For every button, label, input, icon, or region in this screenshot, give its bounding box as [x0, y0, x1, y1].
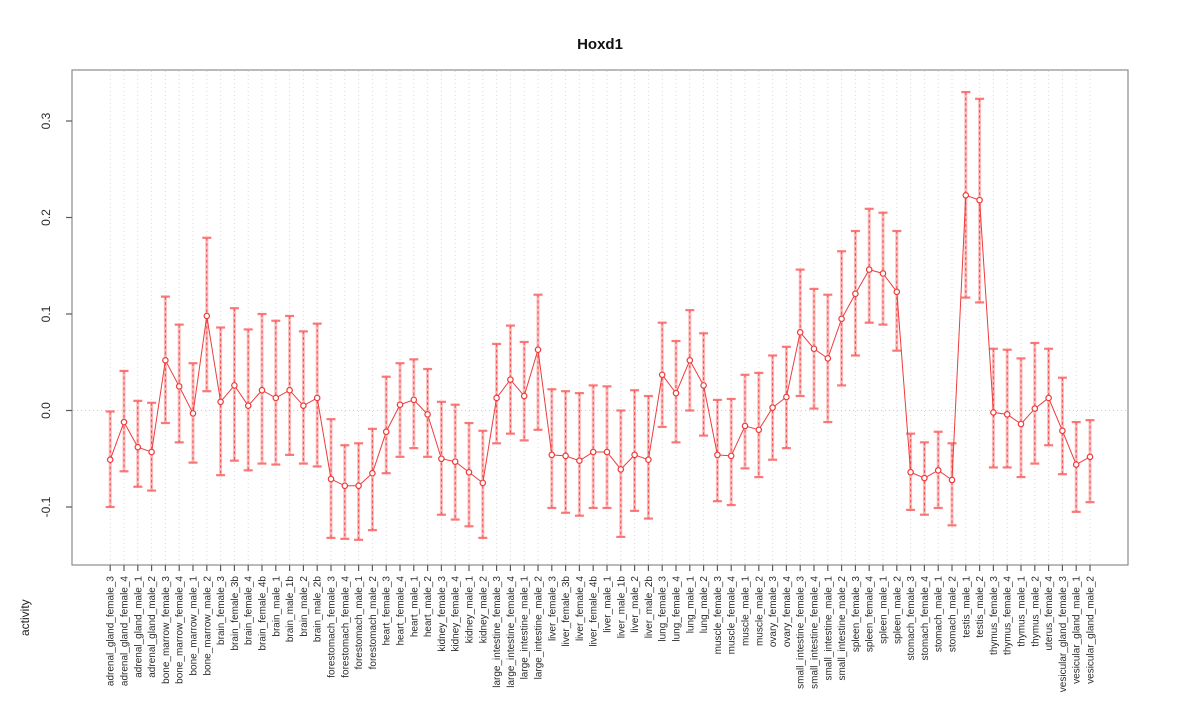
svg-text:liver_male_1b: liver_male_1b [616, 576, 627, 639]
plot-box [71, 69, 1129, 566]
svg-text:kidney_female_3: kidney_female_3 [437, 576, 448, 652]
svg-text:spleen_female_4: spleen_female_4 [865, 576, 876, 653]
vertical-gridlines [109, 71, 1091, 564]
svg-text:large_intestine_male_2: large_intestine_male_2 [534, 576, 545, 680]
svg-text:bone_marrow_female_4: bone_marrow_female_4 [175, 576, 186, 684]
svg-text:brain_female_4b: brain_female_4b [258, 576, 269, 651]
svg-text:stomach_female_4: stomach_female_4 [920, 576, 931, 661]
svg-text:forestomach_female_4: forestomach_female_4 [340, 576, 351, 678]
svg-text:stomach_female_3: stomach_female_3 [906, 576, 917, 661]
svg-text:brain_male_1b: brain_male_1b [285, 576, 296, 643]
svg-text:uterus_female_4: uterus_female_4 [1044, 576, 1055, 651]
data-points [106, 192, 1094, 490]
svg-text:adrenal_gland_female_3: adrenal_gland_female_3 [106, 576, 117, 687]
data-series-line [109, 194, 1091, 487]
x-axis: adrenal_gland_female_3 adrenal_gland_fema… [106, 565, 1097, 692]
error-bars [105, 90, 1095, 541]
svg-text:small_intestine_female_3: small_intestine_female_3 [796, 576, 807, 689]
svg-text:brain_female_3b: brain_female_3b [230, 576, 241, 651]
svg-text:ovary_female_4: ovary_female_4 [782, 576, 793, 648]
svg-text:thymus_female_4: thymus_female_4 [1003, 576, 1014, 655]
svg-text:adrenal_gland_female_4: adrenal_gland_female_4 [120, 576, 131, 687]
svg-text:liver_female_4: liver_female_4 [575, 576, 586, 641]
svg-text:lung_male_2: lung_male_2 [699, 576, 710, 634]
svg-text:kidney_male_2: kidney_male_2 [478, 576, 489, 644]
svg-text:0.1: 0.1 [39, 305, 53, 322]
svg-text:large_intestine_female_3: large_intestine_female_3 [492, 576, 503, 688]
svg-text:heart_female_3: heart_female_3 [382, 576, 393, 646]
svg-text:stomach_male_1: stomach_male_1 [934, 576, 945, 653]
svg-text:forestomach_male_2: forestomach_male_2 [368, 576, 379, 670]
svg-text:liver_female_3: liver_female_3 [547, 576, 558, 641]
svg-text:adrenal_gland_male_1: adrenal_gland_male_1 [133, 576, 144, 678]
svg-text:spleen_male_2: spleen_male_2 [892, 576, 903, 644]
svg-text:lung_female_3: lung_female_3 [658, 576, 669, 642]
svg-text:heart_male_1: heart_male_1 [409, 576, 420, 638]
svg-text:forestomach_male_1: forestomach_male_1 [354, 576, 365, 670]
svg-text:0.3: 0.3 [39, 112, 53, 129]
chart-title: Hoxd1 [577, 36, 623, 53]
svg-text:muscle_female_3: muscle_female_3 [713, 576, 724, 655]
svg-text:testis_male_1: testis_male_1 [961, 576, 972, 638]
svg-text:liver_female_4b: liver_female_4b [589, 576, 600, 647]
svg-text:stomach_male_2: stomach_male_2 [948, 576, 959, 653]
svg-text:small_intestine_male_2: small_intestine_male_2 [837, 576, 848, 681]
svg-text:thymus_male_2: thymus_male_2 [1030, 576, 1041, 647]
svg-text:muscle_male_2: muscle_male_2 [754, 576, 765, 646]
svg-text:kidney_male_1: kidney_male_1 [465, 576, 476, 644]
svg-text:muscle_female_4: muscle_female_4 [727, 576, 738, 655]
svg-text:adrenal_gland_male_2: adrenal_gland_male_2 [147, 576, 158, 678]
svg-text:liver_male_1: liver_male_1 [603, 576, 614, 633]
svg-text:vesicular_gland_male_1: vesicular_gland_male_1 [1072, 576, 1083, 684]
svg-text:large_intestine_male_1: large_intestine_male_1 [520, 576, 531, 680]
svg-text:vesicular_gland_male_2: vesicular_gland_male_2 [1086, 576, 1097, 684]
svg-text:ovary_female_3: ovary_female_3 [768, 576, 779, 648]
svg-text:0.0: 0.0 [39, 402, 53, 419]
svg-text:brain_female_3: brain_female_3 [216, 576, 227, 645]
svg-text:thymus_male_1: thymus_male_1 [1017, 576, 1028, 647]
svg-text:bone_marrow_male_2: bone_marrow_male_2 [202, 576, 213, 676]
svg-text:lung_male_1: lung_male_1 [685, 576, 696, 634]
svg-text:liver_female_3b: liver_female_3b [561, 576, 572, 647]
svg-text:small_intestine_female_4: small_intestine_female_4 [810, 576, 821, 689]
svg-text:large_intestine_female_4: large_intestine_female_4 [506, 576, 517, 688]
svg-text:0.2: 0.2 [39, 209, 53, 226]
svg-text:-0.1: -0.1 [39, 496, 53, 517]
svg-text:kidney_female_4: kidney_female_4 [451, 576, 462, 652]
svg-text:heart_male_2: heart_male_2 [423, 576, 434, 638]
svg-text:brain_male_2: brain_male_2 [299, 576, 310, 637]
svg-text:liver_male_2b: liver_male_2b [644, 576, 655, 639]
svg-text:forestomach_female_3: forestomach_female_3 [327, 576, 338, 678]
svg-text:lung_female_4: lung_female_4 [672, 576, 683, 642]
svg-text:vesicular_gland_female_3: vesicular_gland_female_3 [1058, 576, 1069, 693]
y-axis: -0.1 0.0 0.1 0.2 0.3 [39, 112, 72, 517]
svg-text:brain_female_4: brain_female_4 [244, 576, 255, 645]
svg-text:liver_male_2: liver_male_2 [630, 576, 641, 633]
svg-text:heart_female_4: heart_female_4 [396, 576, 407, 646]
svg-text:muscle_male_1: muscle_male_1 [741, 576, 752, 646]
svg-text:bone_marrow_female_3: bone_marrow_female_3 [161, 576, 172, 684]
svg-text:spleen_male_1: spleen_male_1 [879, 576, 890, 644]
svg-text:spleen_female_3: spleen_female_3 [851, 576, 862, 653]
svg-text:small_intestine_male_1: small_intestine_male_1 [823, 576, 834, 681]
svg-text:bone_marrow_male_1: bone_marrow_male_1 [189, 576, 200, 676]
svg-text:brain_male_1: brain_male_1 [271, 576, 282, 637]
svg-text:brain_male_2b: brain_male_2b [313, 576, 324, 643]
svg-text:thymus_female_3: thymus_female_3 [989, 576, 1000, 655]
svg-text:testis_male_2: testis_male_2 [975, 576, 986, 638]
